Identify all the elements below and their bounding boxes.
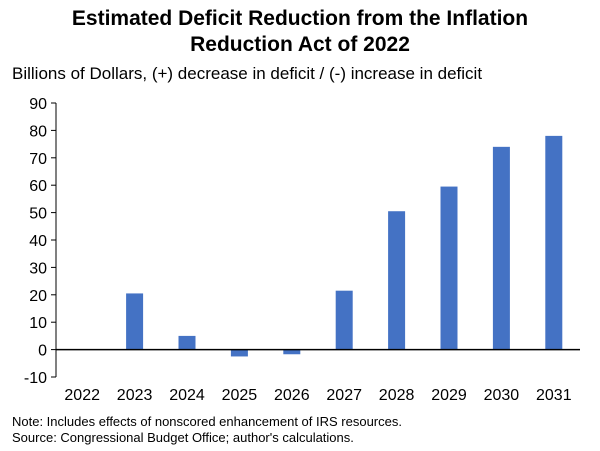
x-tick-label: 2029 (431, 387, 467, 404)
bar-2025 (230, 349, 248, 357)
bar-2031 (545, 135, 563, 350)
y-tick-label: 30 (29, 260, 47, 277)
chart-title-line-2: Reduction Act of 2022 (190, 33, 410, 56)
bar-2030 (492, 146, 510, 350)
y-tick-label: 0 (38, 343, 47, 360)
y-tick-label: 70 (29, 151, 47, 168)
x-tick-label: 2022 (64, 387, 100, 404)
y-tick-label: 80 (29, 123, 47, 140)
x-tick-label: 2027 (326, 387, 362, 404)
x-tick-label: 2028 (379, 387, 415, 404)
bar-2027 (335, 290, 353, 350)
x-tick-label: 2025 (222, 387, 258, 404)
bar-2029 (440, 186, 458, 350)
y-tick-label: 50 (29, 206, 47, 223)
source-text: Source: Congressional Budget Office; aut… (12, 430, 354, 445)
bar-2024 (178, 335, 196, 350)
x-tick-label: 2024 (169, 387, 205, 404)
chart-title-line-1: Estimated Deficit Reduction from the Inf… (71, 7, 529, 30)
x-tick-label: 2023 (117, 387, 153, 404)
bar-2023 (126, 293, 144, 350)
y-tick-label: 40 (29, 233, 47, 250)
bar-2026 (283, 349, 301, 355)
y-tick-label: -10 (24, 370, 47, 387)
y-tick-label: 10 (29, 315, 47, 332)
chart-title: Estimated Deficit Reduction from the Inf… (0, 6, 600, 58)
y-tick-label: 90 (29, 96, 47, 113)
y-tick-label: 60 (29, 178, 47, 195)
y-tick-label: 20 (29, 288, 47, 305)
x-tick-label: 2031 (536, 387, 572, 404)
x-tick-label: 2030 (484, 387, 520, 404)
chart-notes: Note: Includes effects of nonscored enha… (12, 414, 402, 446)
note-text: Note: Includes effects of nonscored enha… (12, 414, 402, 429)
bar-2028 (388, 211, 406, 350)
y-axis-label: Billions of Dollars, (+) decrease in def… (12, 64, 483, 83)
x-tick-label: 2026 (274, 387, 310, 404)
